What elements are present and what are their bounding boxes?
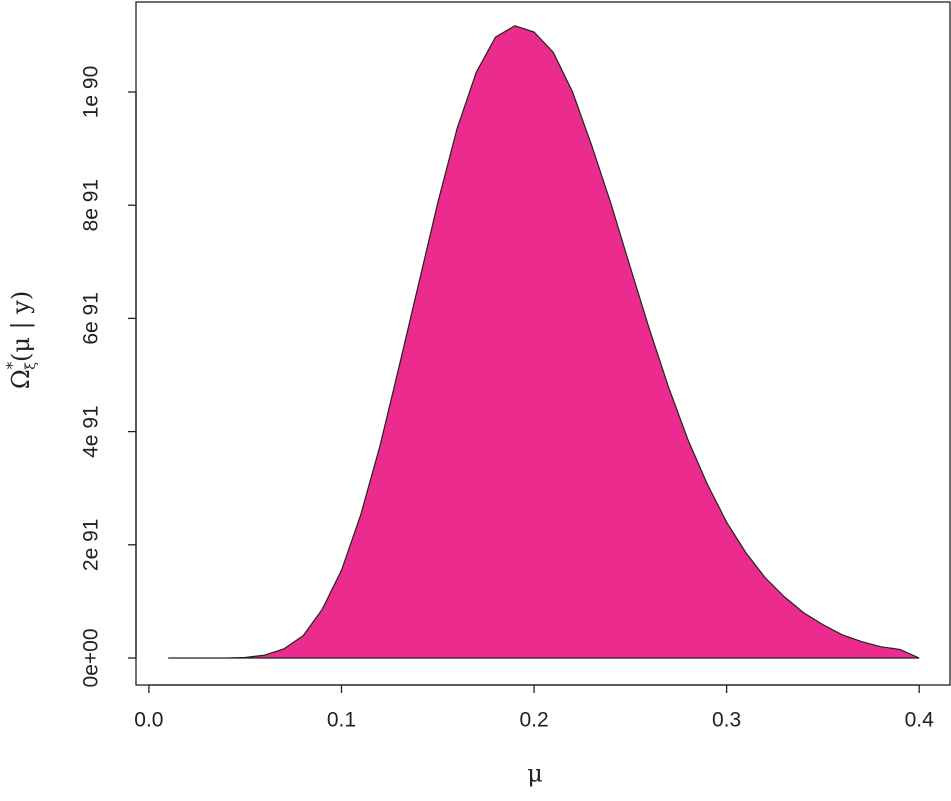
y-title-sub: ξ [23,362,39,370]
y-tick-label: 2e 91 [80,519,103,572]
y-tick-label: 6e 91 [80,292,103,345]
area [168,25,920,659]
y-title-sup: * [3,361,21,369]
x-tick-label: 0.3 [712,709,741,732]
y-tick-label: 8e 91 [80,179,103,232]
x-tick-label: 0.0 [134,709,163,732]
y-title-base: Ω [7,369,35,389]
y-tick-label: 4e 91 [80,405,103,458]
x-tick-label: 0.2 [519,709,548,732]
x-tick-label: 0.1 [327,709,356,732]
y-tick-label: 0e+00 [80,629,103,688]
y-title-rest: (μ | y) [7,291,36,362]
x-tick-label: 0.4 [905,709,935,732]
y-axis-title: Ω* ξ(μ | y) [3,291,39,389]
y-tick-label: 1e 90 [80,66,103,119]
x-axis-title: μ [527,760,543,788]
